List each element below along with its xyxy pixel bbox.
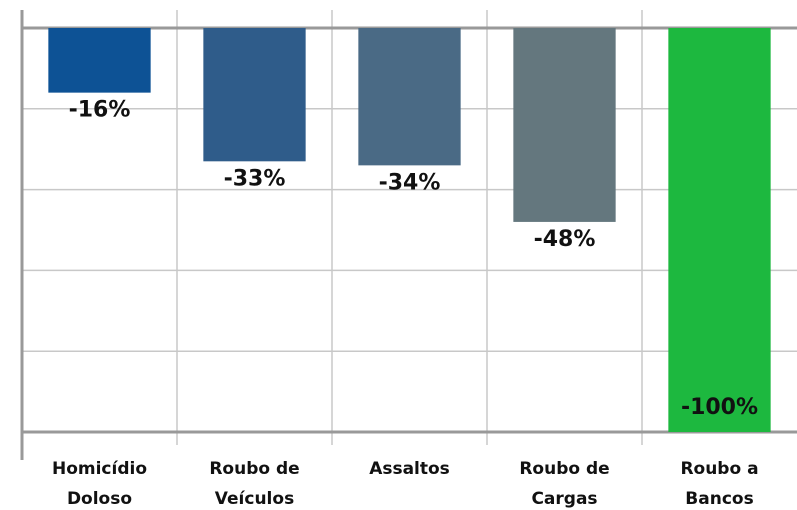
- bar: [668, 28, 771, 432]
- value-label: -33%: [224, 166, 286, 191]
- x-tick-label: Roubo de Veículos: [209, 459, 300, 509]
- x-tick-label: Assaltos: [369, 459, 450, 479]
- bar: [48, 28, 151, 93]
- x-tick-label: Roubo de Cargas: [519, 459, 610, 509]
- value-label: -48%: [534, 227, 596, 252]
- bar: [203, 28, 306, 162]
- bar: [358, 28, 461, 166]
- x-tick-label: Homicídio Doloso: [51, 459, 148, 509]
- value-label: -100%: [681, 395, 758, 420]
- value-label: -16%: [69, 98, 131, 123]
- bar: [513, 28, 616, 222]
- x-tick-label: Roubo a Bancos: [680, 459, 759, 509]
- value-label: -34%: [379, 170, 441, 195]
